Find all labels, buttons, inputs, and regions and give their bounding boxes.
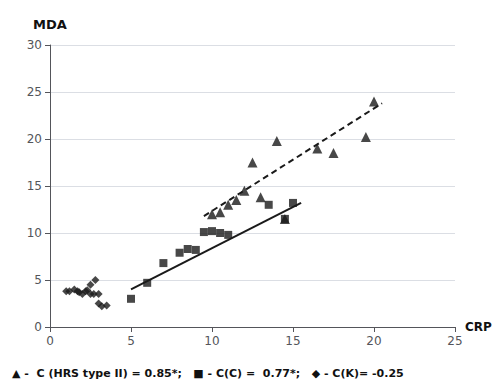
svg-text:30: 30	[27, 38, 42, 52]
svg-text:CRP: CRP	[465, 320, 492, 334]
svg-text:0: 0	[46, 334, 54, 348]
svg-text:15: 15	[285, 334, 300, 348]
svg-text:MDA: MDA	[33, 17, 67, 32]
svg-text:25: 25	[447, 334, 462, 348]
svg-text:5: 5	[34, 273, 42, 287]
svg-text:20: 20	[27, 132, 42, 146]
svg-text:▲ - C (HRS type II) = 0.85*;: ▲ - C (HRS type II) = 0.85*; ■ - C(C) = …	[12, 367, 404, 380]
svg-text:15: 15	[27, 179, 42, 193]
svg-text:0: 0	[34, 320, 42, 334]
svg-text:25: 25	[27, 85, 42, 99]
svg-text:10: 10	[27, 226, 42, 240]
svg-text:10: 10	[204, 334, 219, 348]
svg-text:5: 5	[127, 334, 135, 348]
svg-text:20: 20	[366, 334, 381, 348]
